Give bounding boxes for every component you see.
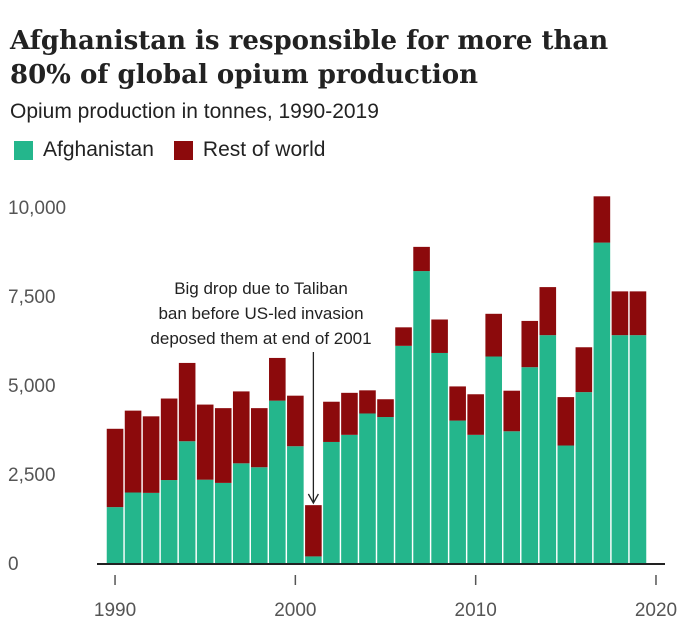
x-tick-label: 2000	[274, 600, 316, 621]
bar-rest-of-world	[539, 287, 557, 336]
legend-item-rest-of-world: Rest of world	[173, 138, 326, 162]
y-tick-label: 0	[8, 554, 19, 575]
bars	[106, 196, 647, 563]
y-tick-label: 2,500	[8, 465, 56, 486]
annotation-text: ban before US-led invasion	[158, 304, 363, 323]
bar-afghanistan	[178, 441, 196, 563]
annotation-text: deposed them at end of 2001	[150, 329, 371, 348]
legend-label-afghanistan: Afghanistan	[43, 138, 154, 161]
bar-rest-of-world	[250, 408, 268, 468]
y-tick-label: 5,000	[8, 376, 56, 397]
bar-rest-of-world	[196, 404, 214, 480]
bar-rest-of-world	[521, 320, 539, 368]
bar-afghanistan	[142, 492, 160, 563]
bar-afghanistan	[611, 335, 629, 563]
bar-afghanistan	[377, 417, 394, 563]
legend-swatch-rest-of-world	[173, 140, 193, 160]
bar-afghanistan	[305, 556, 322, 563]
bar-afghanistan	[593, 242, 611, 563]
bar-rest-of-world	[395, 327, 412, 346]
bar-afghanistan	[160, 480, 178, 563]
bar-afghanistan	[431, 352, 448, 563]
bar-afghanistan	[521, 367, 539, 563]
bar-rest-of-world	[305, 505, 322, 557]
bar-afghanistan	[413, 271, 430, 563]
bar-rest-of-world	[142, 416, 160, 493]
bar-afghanistan	[124, 492, 142, 563]
bar-rest-of-world	[341, 392, 358, 435]
bar-afghanistan	[232, 463, 250, 563]
bar-rest-of-world	[449, 386, 466, 421]
bar-rest-of-world	[575, 347, 593, 393]
bar-rest-of-world	[106, 428, 124, 508]
legend-label-rest-of-world: Rest of world	[202, 138, 326, 161]
bar-afghanistan	[557, 445, 575, 563]
annotation-arrow-head	[307, 493, 319, 505]
annotation-text: Big drop due to Taliban	[174, 279, 348, 298]
bar-rest-of-world	[124, 410, 142, 493]
bar-rest-of-world	[611, 291, 629, 336]
bar-afghanistan	[503, 431, 521, 563]
bar-rest-of-world	[413, 246, 430, 272]
bar-rest-of-world	[214, 408, 232, 483]
bar-rest-of-world	[593, 196, 611, 243]
bar-afghanistan	[269, 400, 286, 563]
bar-rest-of-world	[467, 394, 484, 435]
bar-rest-of-world	[503, 390, 521, 432]
x-axis: 1990 2000 2010 2020	[94, 575, 677, 621]
bar-rest-of-world	[269, 357, 286, 401]
bar-afghanistan	[106, 507, 124, 563]
bar-rest-of-world	[323, 401, 340, 442]
bar-rest-of-world	[485, 313, 502, 357]
x-tick-label: 1990	[94, 600, 136, 621]
x-tick-label: 2010	[455, 600, 497, 621]
bar-rest-of-world	[359, 390, 376, 414]
bar-afghanistan	[323, 441, 340, 563]
annotation: Big drop due to Taliban ban before US-led…	[150, 279, 372, 505]
bar-afghanistan	[196, 479, 214, 563]
bar-rest-of-world	[431, 319, 448, 353]
bar-afghanistan	[575, 392, 593, 563]
bar-afghanistan	[395, 345, 412, 563]
bar-afghanistan	[629, 335, 647, 563]
bar-afghanistan	[287, 446, 304, 563]
bar-afghanistan	[539, 335, 557, 563]
bar-afghanistan	[449, 420, 466, 563]
legend-swatch-afghanistan	[14, 140, 33, 160]
bar-afghanistan	[214, 482, 232, 563]
bar-rest-of-world	[629, 291, 647, 336]
bar-rest-of-world	[557, 397, 575, 446]
chart-legend: Afghanistan Rest of world	[14, 138, 345, 162]
bar-afghanistan	[359, 413, 376, 563]
y-tick-label: 7,500	[8, 287, 56, 308]
y-axis: 0 2,500 5,000 7,500 10,000	[8, 198, 66, 575]
bar-afghanistan	[341, 434, 358, 563]
y-tick-label: 10,000	[8, 198, 66, 219]
bar-rest-of-world	[160, 398, 178, 481]
bar-rest-of-world	[287, 395, 304, 447]
legend-item-afghanistan: Afghanistan	[14, 138, 154, 162]
bar-rest-of-world	[377, 399, 394, 418]
bar-afghanistan	[485, 356, 502, 563]
bar-afghanistan	[250, 467, 268, 563]
bar-rest-of-world	[178, 362, 196, 442]
bar-rest-of-world	[232, 391, 250, 464]
chart-subtitle: Opium production in tonnes, 1990-2019	[10, 100, 379, 123]
bar-afghanistan	[467, 434, 484, 563]
chart-title: Afghanistan is responsible for more than…	[10, 26, 609, 90]
x-tick-label: 2020	[635, 600, 677, 621]
